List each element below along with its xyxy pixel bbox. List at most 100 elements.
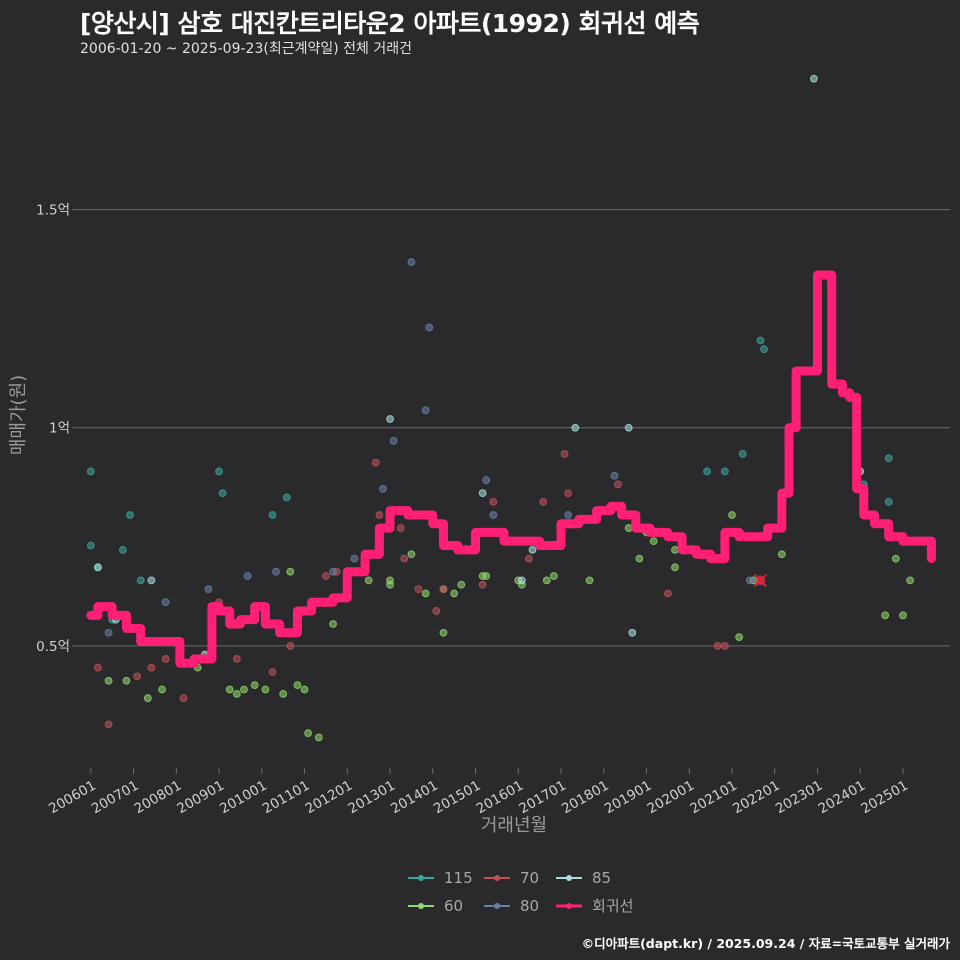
point-115 bbox=[884, 454, 893, 463]
point-60 bbox=[450, 589, 459, 598]
x-tick-label: 201401 bbox=[388, 778, 441, 818]
credit-text: ©디아파트(dapt.kr) / 2025.09.24 / 자료=국토교통부 실… bbox=[581, 936, 950, 951]
legend-label: 회귀선 bbox=[592, 897, 633, 915]
point-70 bbox=[439, 585, 448, 594]
point-115 bbox=[282, 493, 291, 502]
legend-key-dot bbox=[566, 903, 572, 909]
point-70 bbox=[663, 589, 672, 598]
point-80 bbox=[745, 576, 754, 585]
point-80 bbox=[350, 554, 359, 563]
x-tick-label: 201101 bbox=[260, 778, 313, 818]
point-80 bbox=[421, 406, 430, 415]
point-115 bbox=[720, 467, 729, 476]
point-60 bbox=[286, 567, 295, 576]
point-70 bbox=[375, 511, 384, 519]
point-60 bbox=[364, 576, 373, 585]
legend: 115 70 85 60 80 회귀선 bbox=[408, 869, 633, 915]
x-axis-ticks: 2006012007012008012009012010012011012012… bbox=[46, 768, 911, 817]
point-80 bbox=[243, 572, 252, 580]
x-axis-label: 거래년월 bbox=[481, 815, 547, 836]
point-60 bbox=[240, 685, 248, 694]
x-tick-label: 200801 bbox=[132, 778, 185, 818]
point-85 bbox=[94, 563, 102, 572]
point-115 bbox=[703, 467, 711, 476]
x-tick-label: 202501 bbox=[858, 778, 911, 818]
point-60 bbox=[232, 689, 241, 698]
point-60 bbox=[329, 620, 337, 628]
x-tick-label: 202201 bbox=[730, 778, 783, 818]
point-60 bbox=[300, 685, 309, 694]
point-115 bbox=[86, 541, 95, 550]
y-tick-label: 1.5억 bbox=[36, 203, 70, 219]
point-60 bbox=[293, 681, 302, 690]
point-80 bbox=[489, 511, 498, 519]
scatter-points bbox=[86, 74, 915, 742]
x-tick-label: 200901 bbox=[174, 778, 227, 818]
point-80 bbox=[104, 628, 113, 637]
point-70 bbox=[104, 720, 113, 729]
y-axis-label: 매매가(원) bbox=[8, 375, 29, 455]
point-80 bbox=[379, 484, 387, 493]
point-60 bbox=[158, 685, 166, 694]
legend-label: 60 bbox=[444, 897, 463, 915]
point-80 bbox=[610, 471, 619, 480]
point-80 bbox=[329, 567, 337, 576]
point-70 bbox=[539, 497, 548, 506]
point-70 bbox=[268, 668, 277, 676]
point-70 bbox=[564, 489, 573, 498]
x-tick-label: 200701 bbox=[89, 778, 142, 818]
x-tick-label: 200601 bbox=[46, 778, 99, 818]
point-70 bbox=[232, 655, 241, 663]
legend-label: 85 bbox=[592, 869, 611, 887]
point-85 bbox=[478, 489, 487, 498]
point-60 bbox=[314, 733, 323, 742]
point-80 bbox=[272, 567, 280, 576]
point-70 bbox=[720, 641, 729, 650]
legend-key-dot bbox=[418, 903, 424, 909]
point-60 bbox=[250, 681, 259, 690]
point-60 bbox=[777, 550, 786, 559]
point-60 bbox=[304, 729, 313, 737]
point-70 bbox=[161, 655, 170, 663]
point-70 bbox=[432, 607, 441, 615]
point-115 bbox=[218, 489, 227, 498]
point-80 bbox=[564, 511, 573, 519]
point-70 bbox=[322, 572, 330, 580]
point-115 bbox=[215, 467, 223, 476]
point-115 bbox=[126, 511, 134, 519]
point-60 bbox=[279, 689, 288, 698]
point-60 bbox=[635, 554, 644, 563]
x-tick-label: 202001 bbox=[645, 778, 698, 818]
x-tick-label: 202101 bbox=[687, 778, 740, 818]
point-85 bbox=[517, 576, 526, 585]
point-60 bbox=[439, 628, 448, 637]
legend-label: 80 bbox=[520, 897, 539, 915]
point-115 bbox=[118, 545, 127, 554]
point-60 bbox=[104, 676, 113, 685]
point-60 bbox=[624, 524, 633, 532]
point-60 bbox=[899, 611, 907, 620]
marker-x bbox=[753, 573, 768, 588]
point-70 bbox=[147, 663, 156, 672]
regression-path bbox=[86, 270, 936, 668]
point-60 bbox=[549, 572, 558, 580]
x-tick-label: 201201 bbox=[303, 778, 356, 818]
x-tick-label: 202401 bbox=[816, 778, 869, 818]
x-tick-label: 201601 bbox=[474, 778, 527, 818]
point-80 bbox=[389, 436, 398, 445]
point-60 bbox=[671, 563, 679, 572]
point-115 bbox=[136, 576, 145, 585]
point-80 bbox=[407, 258, 416, 266]
point-70 bbox=[614, 480, 622, 489]
x-tick-label: 201501 bbox=[431, 778, 484, 818]
point-60 bbox=[728, 511, 736, 519]
point-70 bbox=[489, 497, 498, 506]
page-title: [양산시] 삼호 대진칸트리타운2 아파트(1992) 회귀선 예측 bbox=[80, 9, 700, 38]
point-60 bbox=[891, 554, 900, 563]
point-115 bbox=[884, 497, 893, 506]
point-60 bbox=[143, 694, 152, 703]
point-60 bbox=[906, 576, 915, 585]
point-60 bbox=[585, 576, 594, 585]
point-70 bbox=[414, 585, 423, 594]
